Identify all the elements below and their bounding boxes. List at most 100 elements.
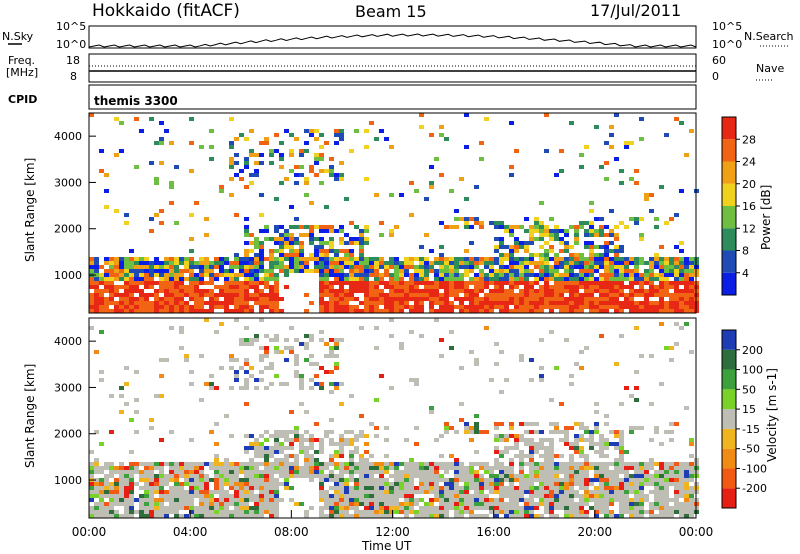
heatmap-cell — [279, 446, 284, 450]
heatmap-cell — [249, 285, 254, 289]
heatmap-cell — [154, 502, 159, 506]
heatmap-cell — [674, 478, 679, 482]
heatmap-cell — [119, 305, 124, 309]
heatmap-cell — [574, 253, 579, 257]
heatmap-cell — [394, 265, 399, 269]
heatmap-cell — [449, 330, 454, 334]
heatmap-cell — [594, 125, 599, 129]
heatmap-cell — [599, 486, 604, 490]
heatmap-cell — [119, 482, 124, 486]
heatmap-cell — [104, 466, 109, 470]
heatmap-cell — [254, 514, 259, 518]
heatmap-cell — [474, 257, 479, 261]
heatmap-cell — [339, 309, 344, 313]
heatmap-cell — [509, 281, 514, 285]
heatmap-cell — [679, 482, 684, 486]
heatmap-cell — [549, 293, 554, 297]
heatmap-cell — [504, 446, 509, 450]
heatmap-cell — [539, 446, 544, 450]
heatmap-cell — [664, 133, 669, 137]
heatmap-cell — [244, 261, 249, 265]
heatmap-cell — [489, 277, 494, 281]
heatmap-cell — [249, 233, 254, 237]
heatmap-cell — [209, 293, 214, 297]
heatmap-cell — [134, 510, 139, 514]
heatmap-cell — [229, 297, 234, 301]
heatmap-cell — [684, 261, 689, 265]
heatmap-cell — [104, 285, 109, 289]
heatmap-cell — [389, 273, 394, 277]
heatmap-cell — [429, 305, 434, 309]
heatmap-cell — [484, 514, 489, 518]
heatmap-cell — [369, 273, 374, 277]
heatmap-cell — [369, 454, 374, 458]
heatmap-cell — [619, 269, 624, 273]
heatmap-cell — [549, 237, 554, 241]
heatmap-cell — [329, 269, 334, 273]
heatmap-cell — [504, 502, 509, 506]
heatmap-cell — [334, 277, 339, 281]
heatmap-cell — [634, 265, 639, 269]
heatmap-cell — [439, 261, 444, 265]
heatmap-cell — [309, 506, 314, 510]
heatmap-cell — [664, 261, 669, 265]
heatmap-cell — [209, 157, 214, 161]
heatmap-cell — [614, 237, 619, 241]
heatmap-cell — [99, 277, 104, 281]
heatmap-cell — [564, 277, 569, 281]
heatmap-cell — [139, 265, 144, 269]
heatmap-cell — [684, 273, 689, 277]
heatmap-cell — [439, 502, 444, 506]
heatmap-cell — [414, 273, 419, 277]
heatmap-cell — [569, 269, 574, 273]
heatmap-cell — [504, 245, 509, 249]
heatmap-cell — [314, 422, 319, 426]
heatmap-cell — [454, 506, 459, 510]
heatmap-cell — [244, 289, 249, 293]
heatmap-cell — [684, 502, 689, 506]
heatmap-cell — [299, 249, 304, 253]
heatmap-cell — [204, 382, 209, 386]
heatmap-cell — [594, 422, 599, 426]
heatmap-cell — [244, 277, 249, 281]
heatmap-cell — [194, 482, 199, 486]
heatmap-cell — [539, 490, 544, 494]
heatmap-cell — [654, 273, 659, 277]
heatmap-cell — [229, 434, 234, 438]
heatmap-cell — [569, 442, 574, 446]
heatmap-cell — [209, 466, 214, 470]
heatmap-cell — [279, 482, 284, 486]
heatmap-cell — [324, 249, 329, 253]
heatmap-cell — [544, 454, 549, 458]
heatmap-cell — [469, 502, 474, 506]
heatmap-cell — [289, 430, 294, 434]
heatmap-cell — [324, 462, 329, 466]
heatmap-cell — [164, 510, 169, 514]
heatmap-cell — [589, 301, 594, 305]
heatmap-cell — [469, 438, 474, 442]
heatmap-cell — [539, 269, 544, 273]
heatmap-cell — [224, 309, 229, 313]
heatmap-cell — [304, 342, 309, 346]
heatmap-cell — [279, 261, 284, 265]
heatmap-cell — [254, 502, 259, 506]
heatmap-cell — [249, 277, 254, 281]
heatmap-cell — [274, 225, 279, 229]
heatmap-cell — [554, 285, 559, 289]
heatmap-cell — [269, 277, 274, 281]
heatmap-cell — [494, 446, 499, 450]
heatmap-cell — [284, 446, 289, 450]
heatmap-cell — [494, 277, 499, 281]
heatmap-cell — [179, 281, 184, 285]
heatmap-cell — [619, 454, 624, 458]
heatmap-cell — [544, 261, 549, 265]
heatmap-cell — [374, 434, 379, 438]
heatmap-cell — [399, 486, 404, 490]
heatmap-cell — [499, 478, 504, 482]
heatmap-cell — [534, 277, 539, 281]
heatmap-cell — [299, 466, 304, 470]
heatmap-cell — [299, 173, 304, 177]
heatmap-cell — [414, 281, 419, 285]
heatmap-cell — [94, 257, 99, 261]
heatmap-cell — [634, 470, 639, 474]
